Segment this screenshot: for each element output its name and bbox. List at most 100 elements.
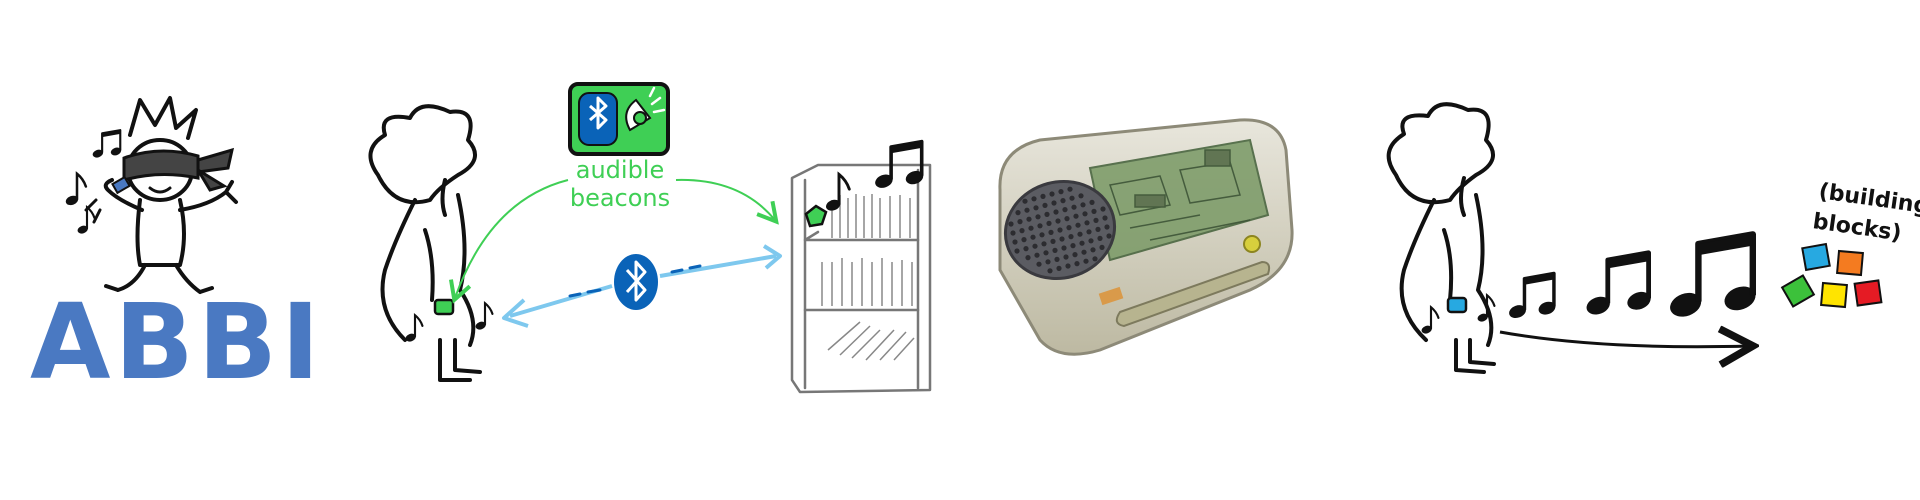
grill-hole <box>1019 228 1025 234</box>
grill-hole <box>1046 220 1052 226</box>
grill-hole <box>1017 219 1023 225</box>
grill-hole <box>1064 216 1070 222</box>
logo-text: ABBI <box>30 281 324 403</box>
grill-hole <box>1024 207 1030 213</box>
grill-hole <box>1077 231 1083 237</box>
grill-hole <box>1049 191 1055 197</box>
bookshelf-illustration <box>790 142 932 394</box>
music-note-icon <box>1508 271 1559 322</box>
grill-hole <box>1071 204 1077 210</box>
grill-hole <box>1089 199 1095 205</box>
grill-hole <box>1058 189 1064 195</box>
person-with-wristband-figure-2 <box>1386 102 1496 374</box>
music-note-icon <box>1667 234 1759 320</box>
grill-hole <box>1045 259 1051 265</box>
speaker-grill <box>1003 179 1117 281</box>
grill-hole <box>1026 216 1032 222</box>
block-red <box>1853 279 1883 307</box>
music-note-icon <box>1584 253 1653 318</box>
grill-hole <box>1053 209 1059 215</box>
colored-blocks <box>1780 242 1883 309</box>
grill-hole <box>1075 222 1081 228</box>
grill-hole <box>1063 254 1069 260</box>
grill-hole <box>1044 211 1050 217</box>
sound-path-arrow <box>1499 332 1750 347</box>
grill-hole <box>1025 255 1031 261</box>
grill-hole <box>1102 215 1108 221</box>
grill-hole <box>1023 246 1029 252</box>
grill-hole <box>1091 208 1097 214</box>
grill-hole <box>1066 225 1072 231</box>
grill-hole <box>1028 225 1034 231</box>
beacon-label-line2: beacons <box>570 184 670 212</box>
grill-hole <box>1079 240 1085 246</box>
grill-hole <box>1051 200 1057 206</box>
beacon-to-wrist-arrow <box>455 179 569 298</box>
grill-hole <box>1097 235 1103 241</box>
grill-hole <box>1086 229 1092 235</box>
grill-hole <box>1041 241 1047 247</box>
grill-hole <box>1055 218 1061 224</box>
grill-hole <box>1095 226 1101 232</box>
bluetooth-link-arrow <box>502 244 782 328</box>
grill-hole <box>1050 238 1056 244</box>
grill-hole <box>1068 234 1074 240</box>
grill-hole <box>1069 195 1075 201</box>
grill-hole <box>1030 234 1036 240</box>
grill-hole <box>1060 198 1066 204</box>
block-green <box>1780 274 1816 308</box>
grill-hole <box>1061 245 1067 251</box>
grill-hole <box>1099 244 1105 250</box>
grill-hole <box>1048 229 1054 235</box>
grill-hole <box>1070 243 1076 249</box>
grill-hole <box>1088 238 1094 244</box>
block-yellow <box>1820 281 1848 309</box>
grill-hole <box>1084 220 1090 226</box>
grill-hole <box>1054 256 1060 262</box>
grill-hole <box>1035 214 1041 220</box>
grill-hole <box>1074 261 1080 267</box>
grill-hole <box>1078 193 1084 199</box>
grill-hole <box>1100 206 1106 212</box>
grill-hole <box>1021 237 1027 243</box>
grill-hole <box>1052 247 1058 253</box>
person-with-wristband-figure <box>368 104 494 382</box>
grill-hole <box>1008 221 1014 227</box>
speaker-icon <box>625 86 666 132</box>
grill-hole <box>1104 224 1110 230</box>
grill-hole <box>1067 186 1073 192</box>
beacon-to-shelf-arrow <box>675 178 775 220</box>
block-orange <box>1836 249 1864 277</box>
grill-hole <box>1031 196 1037 202</box>
grill-hole <box>1015 210 1021 216</box>
block-cyan <box>1801 242 1831 272</box>
grill-hole <box>1037 223 1043 229</box>
grill-hole <box>1073 213 1079 219</box>
device-button <box>1243 235 1261 253</box>
blocks-label-line2: blocks) <box>1811 209 1903 246</box>
grill-hole <box>1043 250 1049 256</box>
grill-hole <box>1033 205 1039 211</box>
grill-hole <box>1014 248 1020 254</box>
grill-hole <box>1080 202 1086 208</box>
beacon-panel: audible beacons <box>368 82 932 394</box>
grill-hole <box>1082 211 1088 217</box>
grill-hole <box>1062 207 1068 213</box>
grill-hole <box>1012 239 1018 245</box>
grill-hole <box>1047 268 1053 274</box>
grill-hole <box>1040 193 1046 199</box>
grill-hole <box>1059 236 1065 242</box>
building-blocks-panel: (building blocks) <box>1386 102 1920 374</box>
grill-hole <box>1034 252 1040 258</box>
child-dancing-figure <box>64 96 238 294</box>
grill-hole <box>1072 252 1078 258</box>
grill-hole <box>1083 258 1089 264</box>
grill-hole <box>1081 249 1087 255</box>
grill-hole <box>1056 265 1062 271</box>
grill-hole <box>1032 243 1038 249</box>
grill-hole <box>1093 217 1099 223</box>
grill-hole <box>1010 230 1016 236</box>
grill-hole <box>1065 263 1071 269</box>
